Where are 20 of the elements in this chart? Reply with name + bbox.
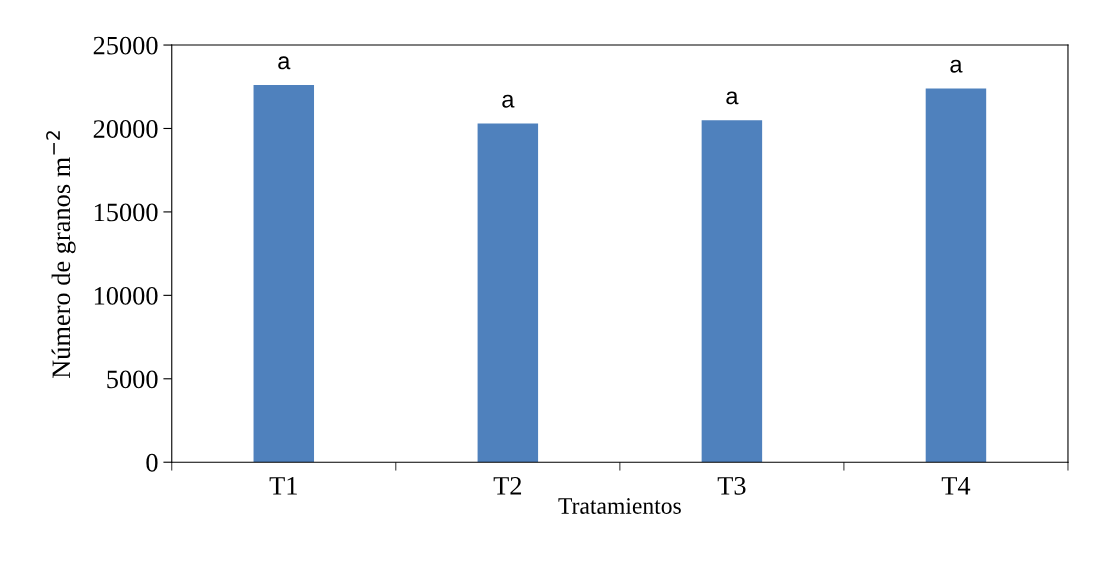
y-tick-label: 20000 — [93, 120, 158, 138]
x-tick-label: T4 — [941, 477, 971, 495]
y-axis-title: Número de granos m$^{−2}$ — [46, 131, 76, 379]
x-axis-title: Tratamientos — [558, 498, 681, 514]
x-tick-label: T1 — [269, 477, 297, 495]
bar — [477, 123, 539, 463]
annotation: a — [502, 94, 515, 108]
bar — [701, 120, 763, 463]
y-tick-label: 0 — [146, 453, 158, 472]
annotation: a — [950, 59, 963, 73]
y-tick-label: 5000 — [107, 370, 158, 389]
y-tick-label: 25000 — [93, 36, 158, 55]
annotation: a — [278, 56, 291, 70]
y-tick-label: 15000 — [94, 203, 158, 222]
x-tick-label: T2 — [493, 476, 522, 495]
y-tick-label: 10000 — [94, 286, 158, 305]
x-tick-label: T3 — [717, 476, 746, 495]
bar — [925, 88, 987, 463]
bar — [253, 85, 315, 463]
annotation: a — [726, 91, 739, 105]
